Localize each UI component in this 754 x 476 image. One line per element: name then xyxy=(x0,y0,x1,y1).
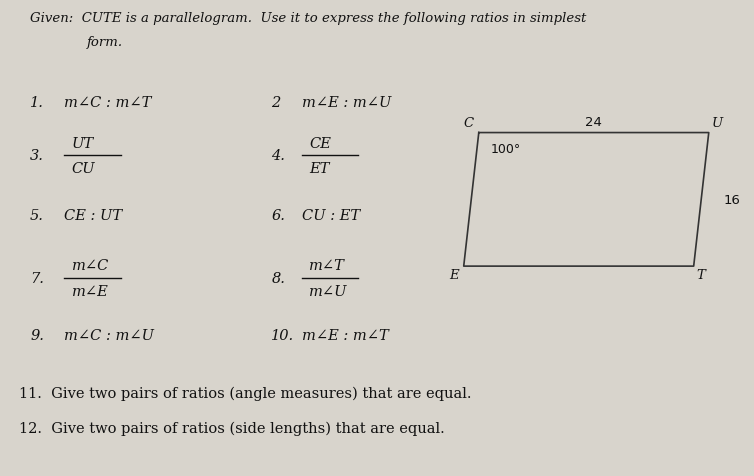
Text: T: T xyxy=(697,268,706,281)
Text: CU : ET: CU : ET xyxy=(302,208,360,222)
Text: m∠C : m∠U: m∠C : m∠U xyxy=(64,328,154,343)
Text: m∠E : m∠U: m∠E : m∠U xyxy=(302,95,391,109)
Text: 3.: 3. xyxy=(30,149,44,163)
Text: m∠E : m∠T: m∠E : m∠T xyxy=(302,328,388,343)
Text: 16: 16 xyxy=(723,193,740,207)
Text: 9.: 9. xyxy=(30,328,44,343)
Text: m∠C : m∠T: m∠C : m∠T xyxy=(64,95,152,109)
Text: 5.: 5. xyxy=(30,208,44,222)
Text: m∠T: m∠T xyxy=(309,259,345,273)
Text: UT: UT xyxy=(72,137,93,150)
Text: CE : UT: CE : UT xyxy=(64,208,122,222)
Text: 12.  Give two pairs of ratios (side lengths) that are equal.: 12. Give two pairs of ratios (side lengt… xyxy=(19,421,445,436)
Text: 2: 2 xyxy=(271,95,280,109)
Text: ET: ET xyxy=(309,162,329,176)
Text: 4.: 4. xyxy=(271,149,285,163)
Text: CU: CU xyxy=(72,162,95,176)
Text: 11.  Give two pairs of ratios (angle measures) that are equal.: 11. Give two pairs of ratios (angle meas… xyxy=(19,386,471,400)
Text: m∠E: m∠E xyxy=(72,284,109,298)
Text: 10.: 10. xyxy=(271,328,295,343)
Text: C: C xyxy=(464,117,474,130)
Text: m∠U: m∠U xyxy=(309,284,348,298)
Text: 100°: 100° xyxy=(491,143,521,156)
Text: CE: CE xyxy=(309,137,331,150)
Text: 8.: 8. xyxy=(271,271,285,286)
Text: m∠C: m∠C xyxy=(72,259,109,273)
Text: 6.: 6. xyxy=(271,208,285,222)
Text: 1.: 1. xyxy=(30,95,44,109)
Text: 24: 24 xyxy=(585,115,602,129)
Text: 7.: 7. xyxy=(30,271,44,286)
Text: Given:  CUTE is a parallelogram.  Use it to express the following ratios in simp: Given: CUTE is a parallelogram. Use it t… xyxy=(30,12,587,25)
Text: form.: form. xyxy=(87,36,123,49)
Text: U: U xyxy=(712,117,723,130)
Text: E: E xyxy=(449,268,458,281)
